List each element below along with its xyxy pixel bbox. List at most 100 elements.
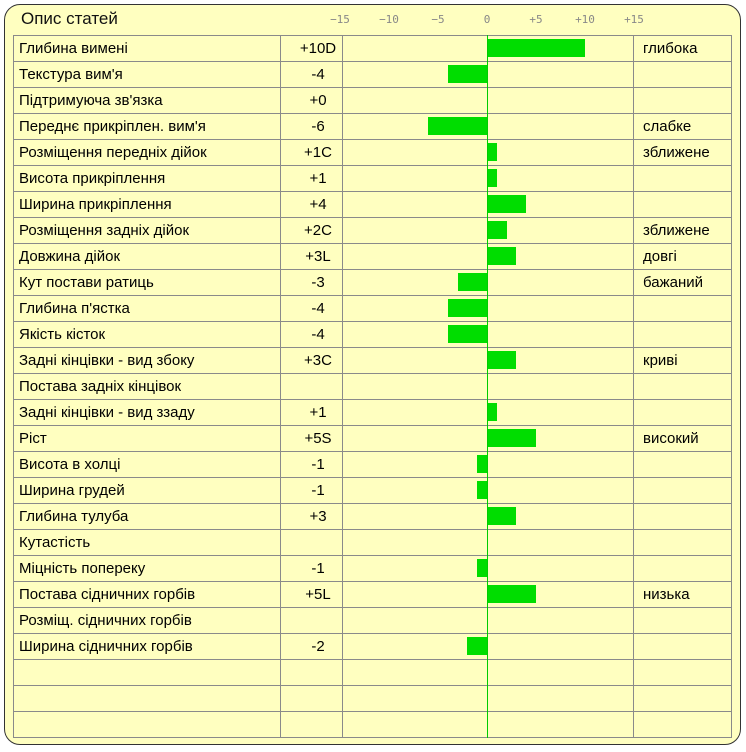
trait-bar xyxy=(487,403,497,421)
trait-row: Глибина п'ястка -4 xyxy=(13,296,732,322)
trait-value: +2C xyxy=(304,222,332,239)
trait-bar xyxy=(467,637,487,655)
trait-name: Ріст xyxy=(19,430,47,447)
trait-value: +5S xyxy=(304,430,332,447)
trait-bar xyxy=(477,481,487,499)
trait-bar xyxy=(487,429,536,447)
tick-label: +5 xyxy=(529,13,543,26)
trait-value: -6 xyxy=(311,118,325,135)
empty-row xyxy=(13,660,732,686)
trait-name: Глибина п'ястка xyxy=(19,300,130,317)
trait-row: Якість кісток -4 xyxy=(13,322,732,348)
empty-row xyxy=(13,686,732,712)
trait-description: слабке xyxy=(643,118,692,135)
trait-name: Ширина грудей xyxy=(19,482,125,499)
trait-bar xyxy=(487,39,585,57)
trait-value: +1 xyxy=(309,170,327,187)
trait-bar xyxy=(487,221,507,239)
trait-value: -4 xyxy=(311,300,325,317)
column-divider xyxy=(633,35,634,738)
trait-bar xyxy=(487,351,517,369)
trait-description: глибока xyxy=(643,40,698,57)
trait-row: Задні кінцівки - вид ззаду +1 xyxy=(13,400,732,426)
trait-name: Текстура вим'я xyxy=(19,66,123,83)
trait-name: Розміщення задніх дійок xyxy=(19,222,190,239)
trait-bar xyxy=(447,299,487,317)
trait-chart-card: Опис статей −15 −10 −5 0 +5 +10 +15 Глибина ви… xyxy=(4,4,741,745)
trait-row: Переднє прикріплен. вим'я -6 слабке xyxy=(13,114,732,140)
trait-row: Постава задніх кінцівок xyxy=(13,374,732,400)
trait-row: Розміщення задніх дійок +2C зближене xyxy=(13,218,732,244)
trait-description: бажаний xyxy=(643,274,704,291)
trait-bar xyxy=(487,585,536,603)
trait-name: Глибина тулуба xyxy=(19,508,129,525)
trait-name: Висота прикріплення xyxy=(19,170,166,187)
trait-row: Глибина вимені +10D глибока xyxy=(13,36,732,62)
trait-name: Міцність попереку xyxy=(19,560,146,577)
column-divider xyxy=(13,35,14,738)
trait-name: Постава задніх кінцівок xyxy=(19,378,182,395)
trait-value: +0 xyxy=(309,92,327,109)
trait-bar xyxy=(457,273,487,291)
trait-value: -2 xyxy=(311,638,325,655)
trait-row: Ріст +5S високий xyxy=(13,426,732,452)
trait-row: Довжина дійок +3L довгі xyxy=(13,244,732,270)
trait-description: зближене xyxy=(643,222,710,239)
trait-row: Висота прикріплення +1 xyxy=(13,166,732,192)
tick-label: +15 xyxy=(624,13,644,26)
chart-title: Опис статей xyxy=(21,9,118,28)
trait-row: Ширина грудей -1 xyxy=(13,478,732,504)
column-divider xyxy=(342,35,343,738)
trait-description: низька xyxy=(643,586,690,603)
trait-row: Глибина тулуба +3 xyxy=(13,504,732,530)
trait-bar xyxy=(447,65,487,83)
trait-name: Переднє прикріплен. вим'я xyxy=(19,118,206,135)
trait-name: Розміщ. сідничних горбів xyxy=(19,612,192,629)
tick-label: 0 xyxy=(483,13,491,26)
column-divider xyxy=(731,35,732,738)
trait-row: Підтримуюча зв'язка +0 xyxy=(13,88,732,114)
trait-value: +1 xyxy=(309,404,327,421)
trait-description: високий xyxy=(643,430,699,447)
table-top-border xyxy=(13,35,732,36)
trait-name: Постава сідничних горбів xyxy=(19,586,196,603)
trait-name: Задні кінцівки - вид ззаду xyxy=(19,404,195,421)
trait-name: Кутастість xyxy=(19,534,91,551)
trait-name: Довжина дійок xyxy=(19,248,121,265)
trait-name: Глибина вимені xyxy=(19,40,128,57)
tick-label: −15 xyxy=(330,13,350,26)
tick-label: −5 xyxy=(431,13,445,26)
trait-bar xyxy=(487,143,497,161)
trait-row: Висота в холці -1 xyxy=(13,452,732,478)
trait-name: Кут постави ратиць xyxy=(19,274,154,291)
trait-bar xyxy=(487,247,517,265)
trait-value: +5L xyxy=(305,586,331,603)
trait-row: Ширина прикріплення +4 xyxy=(13,192,732,218)
trait-value: +3 xyxy=(309,508,327,525)
trait-bar xyxy=(487,169,497,187)
tick-label: −10 xyxy=(379,13,399,26)
trait-value: +10D xyxy=(299,40,337,57)
trait-name: Розміщення передніх дійок xyxy=(19,144,207,161)
trait-row: Текстура вим'я -4 xyxy=(13,62,732,88)
trait-bar xyxy=(487,507,517,525)
trait-row: Міцність попереку -1 xyxy=(13,556,732,582)
trait-description: довгі xyxy=(643,248,677,265)
trait-value: +4 xyxy=(309,196,327,213)
trait-bar xyxy=(477,559,487,577)
trait-row: Кутастість xyxy=(13,530,732,556)
trait-name: Ширина сідничних горбів xyxy=(19,638,193,655)
trait-name: Висота в холці xyxy=(19,456,121,473)
trait-description: зближене xyxy=(643,144,710,161)
trait-row: Розміщ. сідничних горбів xyxy=(13,608,732,634)
trait-value: -4 xyxy=(311,326,325,343)
trait-bar xyxy=(447,325,487,343)
trait-value: -3 xyxy=(311,274,325,291)
trait-row: Розміщення передніх дійок +1C зближене xyxy=(13,140,732,166)
trait-row: Ширина сідничних горбів -2 xyxy=(13,634,732,660)
trait-row: Постава сідничних горбів +5L низька xyxy=(13,582,732,608)
trait-value: +3C xyxy=(304,352,332,369)
column-divider xyxy=(280,35,281,738)
trait-value: -1 xyxy=(311,456,325,473)
trait-bar xyxy=(428,117,487,135)
